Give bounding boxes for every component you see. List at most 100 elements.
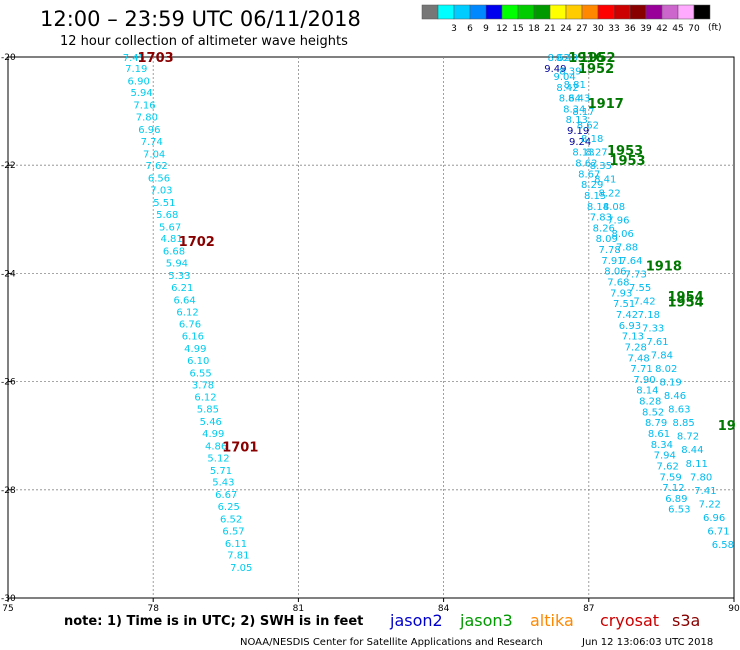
wave-height-value: 8.17 bbox=[572, 107, 594, 118]
wave-height-value: 8.62 bbox=[575, 158, 597, 169]
satellite-legend-jason3: jason3 bbox=[459, 611, 513, 630]
wave-height-value: 7.71 bbox=[630, 364, 652, 375]
wave-height-value: 6.52 bbox=[220, 514, 242, 525]
colorbar-swatch bbox=[629, 4, 647, 20]
wave-height-value: 7.55 bbox=[629, 283, 651, 294]
colorbar-swatch bbox=[677, 4, 695, 20]
wave-height-value: 7.84 bbox=[651, 351, 673, 362]
wave-height-value: 9.19 bbox=[567, 126, 589, 137]
y-tick-label: -30 bbox=[1, 594, 16, 604]
wave-height-value: 7.48 bbox=[628, 353, 650, 364]
colorbar-tick-label: 39 bbox=[640, 24, 652, 34]
wave-height-value: 6.64 bbox=[174, 295, 196, 306]
chart-subtitle: 12 hour collection of altimeter wave hei… bbox=[60, 34, 348, 49]
colorbar-tick-label: 70 bbox=[688, 24, 700, 34]
wave-height-value: 8.13 bbox=[572, 148, 594, 159]
pass-number-label: 1703 bbox=[138, 51, 174, 66]
colorbar-tick-label: 12 bbox=[496, 24, 507, 34]
colorbar-swatch bbox=[645, 4, 663, 20]
wave-height-value: 8.41 bbox=[594, 175, 616, 186]
wave-height-value: 8.29 bbox=[581, 180, 603, 191]
pass-number-label: 1701 bbox=[222, 441, 258, 456]
wave-height-value: 6.56 bbox=[148, 174, 170, 185]
wave-height-value: 8.62 bbox=[577, 121, 599, 132]
wave-height-value: 8.26 bbox=[593, 223, 615, 234]
colorbar-swatch bbox=[597, 4, 615, 20]
pass-number-label: 1953 bbox=[607, 144, 643, 159]
y-tick-label: -24 bbox=[1, 269, 16, 279]
wave-height-value: 7.59 bbox=[659, 472, 681, 483]
wave-height-value: 6.53 bbox=[668, 505, 690, 516]
x-tick-label: 81 bbox=[293, 604, 304, 614]
wave-height-value: 8.14 bbox=[636, 386, 658, 397]
wave-height-value: 8.64 bbox=[559, 94, 581, 105]
wave-height-value: 8.09 bbox=[596, 234, 618, 245]
colorbar-tick-label: 3 bbox=[451, 24, 457, 34]
wave-height-value: 5.46 bbox=[200, 417, 222, 428]
wave-height-value: 9.24 bbox=[569, 137, 591, 148]
wave-height-value: 6.68 bbox=[163, 247, 185, 258]
colorbar-unit: (ft) bbox=[708, 23, 722, 33]
x-tick-label: 84 bbox=[438, 604, 450, 614]
pass-number-label: 1917 bbox=[588, 97, 624, 112]
wave-height-value: 7.88 bbox=[616, 242, 638, 253]
color-scale-legend: 3 6 9 12 15 18 21 24 27 30 33 36 39 42 45 70 bbox=[421, 4, 711, 34]
wave-height-value: 7.13 bbox=[622, 332, 644, 343]
satellite-legend-cryosat: cryosat bbox=[600, 611, 659, 630]
satellite-legend-altika: altika bbox=[530, 611, 574, 630]
wave-height-value: 6.10 bbox=[187, 356, 209, 367]
colorbar-tick-label: 27 bbox=[576, 24, 587, 34]
satellite-legend-s3a: s3a bbox=[672, 611, 700, 630]
colorbar-tick-label: 45 bbox=[672, 24, 683, 34]
wave-height-value: 8.22 bbox=[598, 188, 620, 199]
wave-height-value: 7.03 bbox=[150, 186, 172, 197]
wave-height-value: 8.52 bbox=[642, 407, 664, 418]
west-track-pass-labels: 1703 1702 1701 bbox=[138, 51, 259, 456]
x-axis-ticks: 75 78 81 84 87 90 bbox=[2, 598, 740, 614]
wave-height-value: 8.61 bbox=[648, 429, 670, 440]
colorbar-swatch bbox=[581, 4, 599, 20]
x-tick-label: 90 bbox=[728, 604, 740, 614]
wave-height-value: 6.16 bbox=[182, 332, 204, 343]
wave-height-value: 7.41 bbox=[694, 486, 716, 497]
wave-height-value: 8.06 bbox=[604, 267, 626, 278]
wave-height-value: 8.85 bbox=[673, 418, 695, 429]
wave-height-value: 8.06 bbox=[612, 229, 634, 240]
colorbar-tick-label: 15 bbox=[512, 24, 523, 34]
chart-title: 12:00 – 23:59 UTC 06/11/2018 bbox=[40, 7, 361, 31]
wave-height-value: 8.81 bbox=[564, 80, 586, 91]
y-tick-label: -22 bbox=[1, 161, 16, 171]
wave-height-value: 7.81 bbox=[227, 551, 249, 562]
wave-height-value: 7.80 bbox=[690, 472, 712, 483]
wave-height-value: 8.35 bbox=[590, 161, 612, 172]
wave-height-value: 8.18 bbox=[581, 134, 603, 145]
footer-note: note: 1) Time is in UTC; 2) SWH is in fe… bbox=[64, 614, 363, 629]
wave-height-value: 7.64 bbox=[620, 256, 642, 267]
wave-height-value: 7.62 bbox=[657, 461, 679, 472]
wave-height-value: 7.96 bbox=[607, 215, 629, 226]
wave-height-value: 7.05 bbox=[230, 563, 252, 574]
wave-height-value: 5.12 bbox=[207, 453, 229, 464]
wave-height-value: 7.73 bbox=[625, 269, 647, 280]
wave-height-value: 6.89 bbox=[665, 494, 687, 505]
y-tick-label: -26 bbox=[1, 378, 16, 388]
wave-height-value: 7.12 bbox=[662, 483, 684, 494]
wave-height-value: 6.25 bbox=[218, 502, 240, 513]
wave-height-value: 6.57 bbox=[222, 526, 244, 537]
wave-height-value: 7.42 bbox=[616, 310, 638, 321]
wave-height-value: 7.33 bbox=[642, 324, 664, 335]
wave-height-value: 6.90 bbox=[128, 76, 150, 87]
wave-height-value: 7.61 bbox=[646, 337, 668, 348]
east-track-parallel-values: 8.49 8.39 8.81 8.43 8.17 8.62 8.18 8.27 8.35 8.41… bbox=[556, 53, 734, 551]
wave-height-value: 7.51 bbox=[613, 299, 635, 310]
wave-height-value: 5.51 bbox=[153, 198, 175, 209]
wave-height-value: 7.74 bbox=[141, 137, 163, 148]
wave-height-value: 8.13 bbox=[566, 115, 588, 126]
wave-height-value: 8.34 bbox=[563, 104, 585, 115]
colorbar-swatch bbox=[421, 4, 439, 20]
wave-height-value: 5.67 bbox=[159, 222, 181, 233]
wave-height-value: 8.27 bbox=[585, 148, 607, 159]
satellite-legend: jason2 jason3 altika cryosat s3a bbox=[389, 611, 700, 630]
